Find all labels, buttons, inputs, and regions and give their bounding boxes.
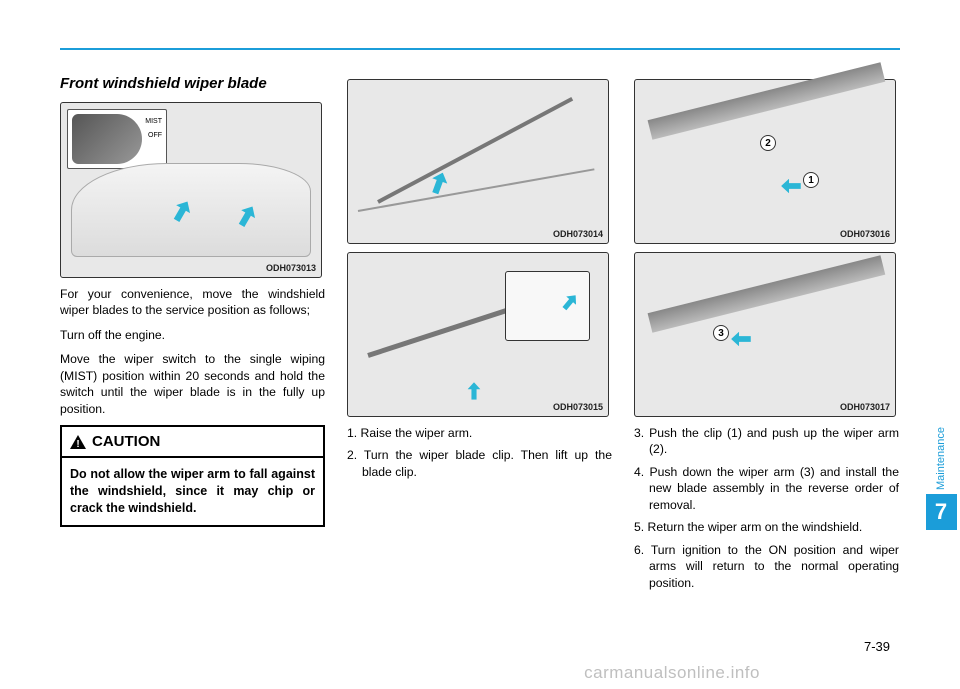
stalk-illustration <box>72 114 142 164</box>
arrow-icon <box>559 291 580 313</box>
step: 5. Return the wiper arm on the wind­shie… <box>634 519 899 535</box>
inset-label-off: OFF <box>148 132 162 139</box>
wiper-illustration <box>648 255 886 332</box>
content-columns: Front windshield wiper blade MIST OFF OD… <box>60 75 900 597</box>
step: 4. Push down the wiper arm (3) and insta… <box>634 464 899 513</box>
caution-header: ! CAUTION <box>62 427 323 458</box>
figure-code: ODH073017 <box>840 402 890 412</box>
figure-odh073013: MIST OFF ODH073013 <box>60 102 322 278</box>
figure-inset: MIST OFF <box>67 109 167 169</box>
top-rule <box>60 48 900 50</box>
callout-bubble-1: 1 <box>803 172 819 188</box>
chapter-side-tab: Maintenance 7 <box>922 330 960 530</box>
arrow-icon <box>731 332 751 346</box>
arrow-icon <box>781 179 801 193</box>
chapter-number: 7 <box>935 499 947 525</box>
car-illustration <box>71 163 311 257</box>
callout-bubble-2: 2 <box>760 135 776 151</box>
chapter-number-box: 7 <box>926 494 957 530</box>
arrow-icon <box>468 382 481 400</box>
paragraph: Turn off the engine. <box>60 327 325 343</box>
column-2: ODH073014 ODH073015 1. Raise the wiper a… <box>347 75 612 597</box>
figure-odh073014: ODH073014 <box>347 79 609 244</box>
figure-code: ODH073014 <box>553 229 603 239</box>
caution-title: CAUTION <box>92 433 160 450</box>
figure-odh073017: 3 ODH073017 <box>634 252 896 417</box>
inset-label-mist: MIST <box>145 118 162 125</box>
column-3: 1 2 ODH073016 3 ODH073017 3. Push the cl… <box>634 75 899 597</box>
warning-icon: ! <box>70 435 86 449</box>
watermark: carmanualsonline.info <box>584 663 760 683</box>
figure-code: ODH073015 <box>553 402 603 412</box>
callout-bubble-3: 3 <box>713 325 729 341</box>
chapter-label: Maintenance <box>935 427 947 490</box>
detail-inset <box>505 271 590 341</box>
caution-body: Do not allow the wiper arm to fall again… <box>62 458 323 525</box>
wiper-illustration <box>648 62 886 139</box>
figure-code: ODH073013 <box>266 263 316 273</box>
wiper-illustration <box>377 97 573 204</box>
step: 3. Push the clip (1) and push up the wip… <box>634 425 899 458</box>
column-1: Front windshield wiper blade MIST OFF OD… <box>60 75 325 597</box>
svg-text:!: ! <box>76 439 79 449</box>
step: 2. Turn the wiper blade clip. Then lift … <box>347 447 612 480</box>
figure-odh073016: 1 2 ODH073016 <box>634 79 896 244</box>
figure-code: ODH073016 <box>840 229 890 239</box>
paragraph: For your convenience, move the windshiel… <box>60 286 325 319</box>
figure-odh073015: ODH073015 <box>347 252 609 417</box>
step: 1. Raise the wiper arm. <box>347 425 612 441</box>
page-number: 7-39 <box>864 639 890 654</box>
step: 6. Turn ignition to the ON position and … <box>634 542 899 591</box>
paragraph: Move the wiper switch to the single wipi… <box>60 351 325 417</box>
caution-box: ! CAUTION Do not allow the wiper arm to … <box>60 425 325 527</box>
section-heading: Front windshield wiper blade <box>60 75 325 92</box>
